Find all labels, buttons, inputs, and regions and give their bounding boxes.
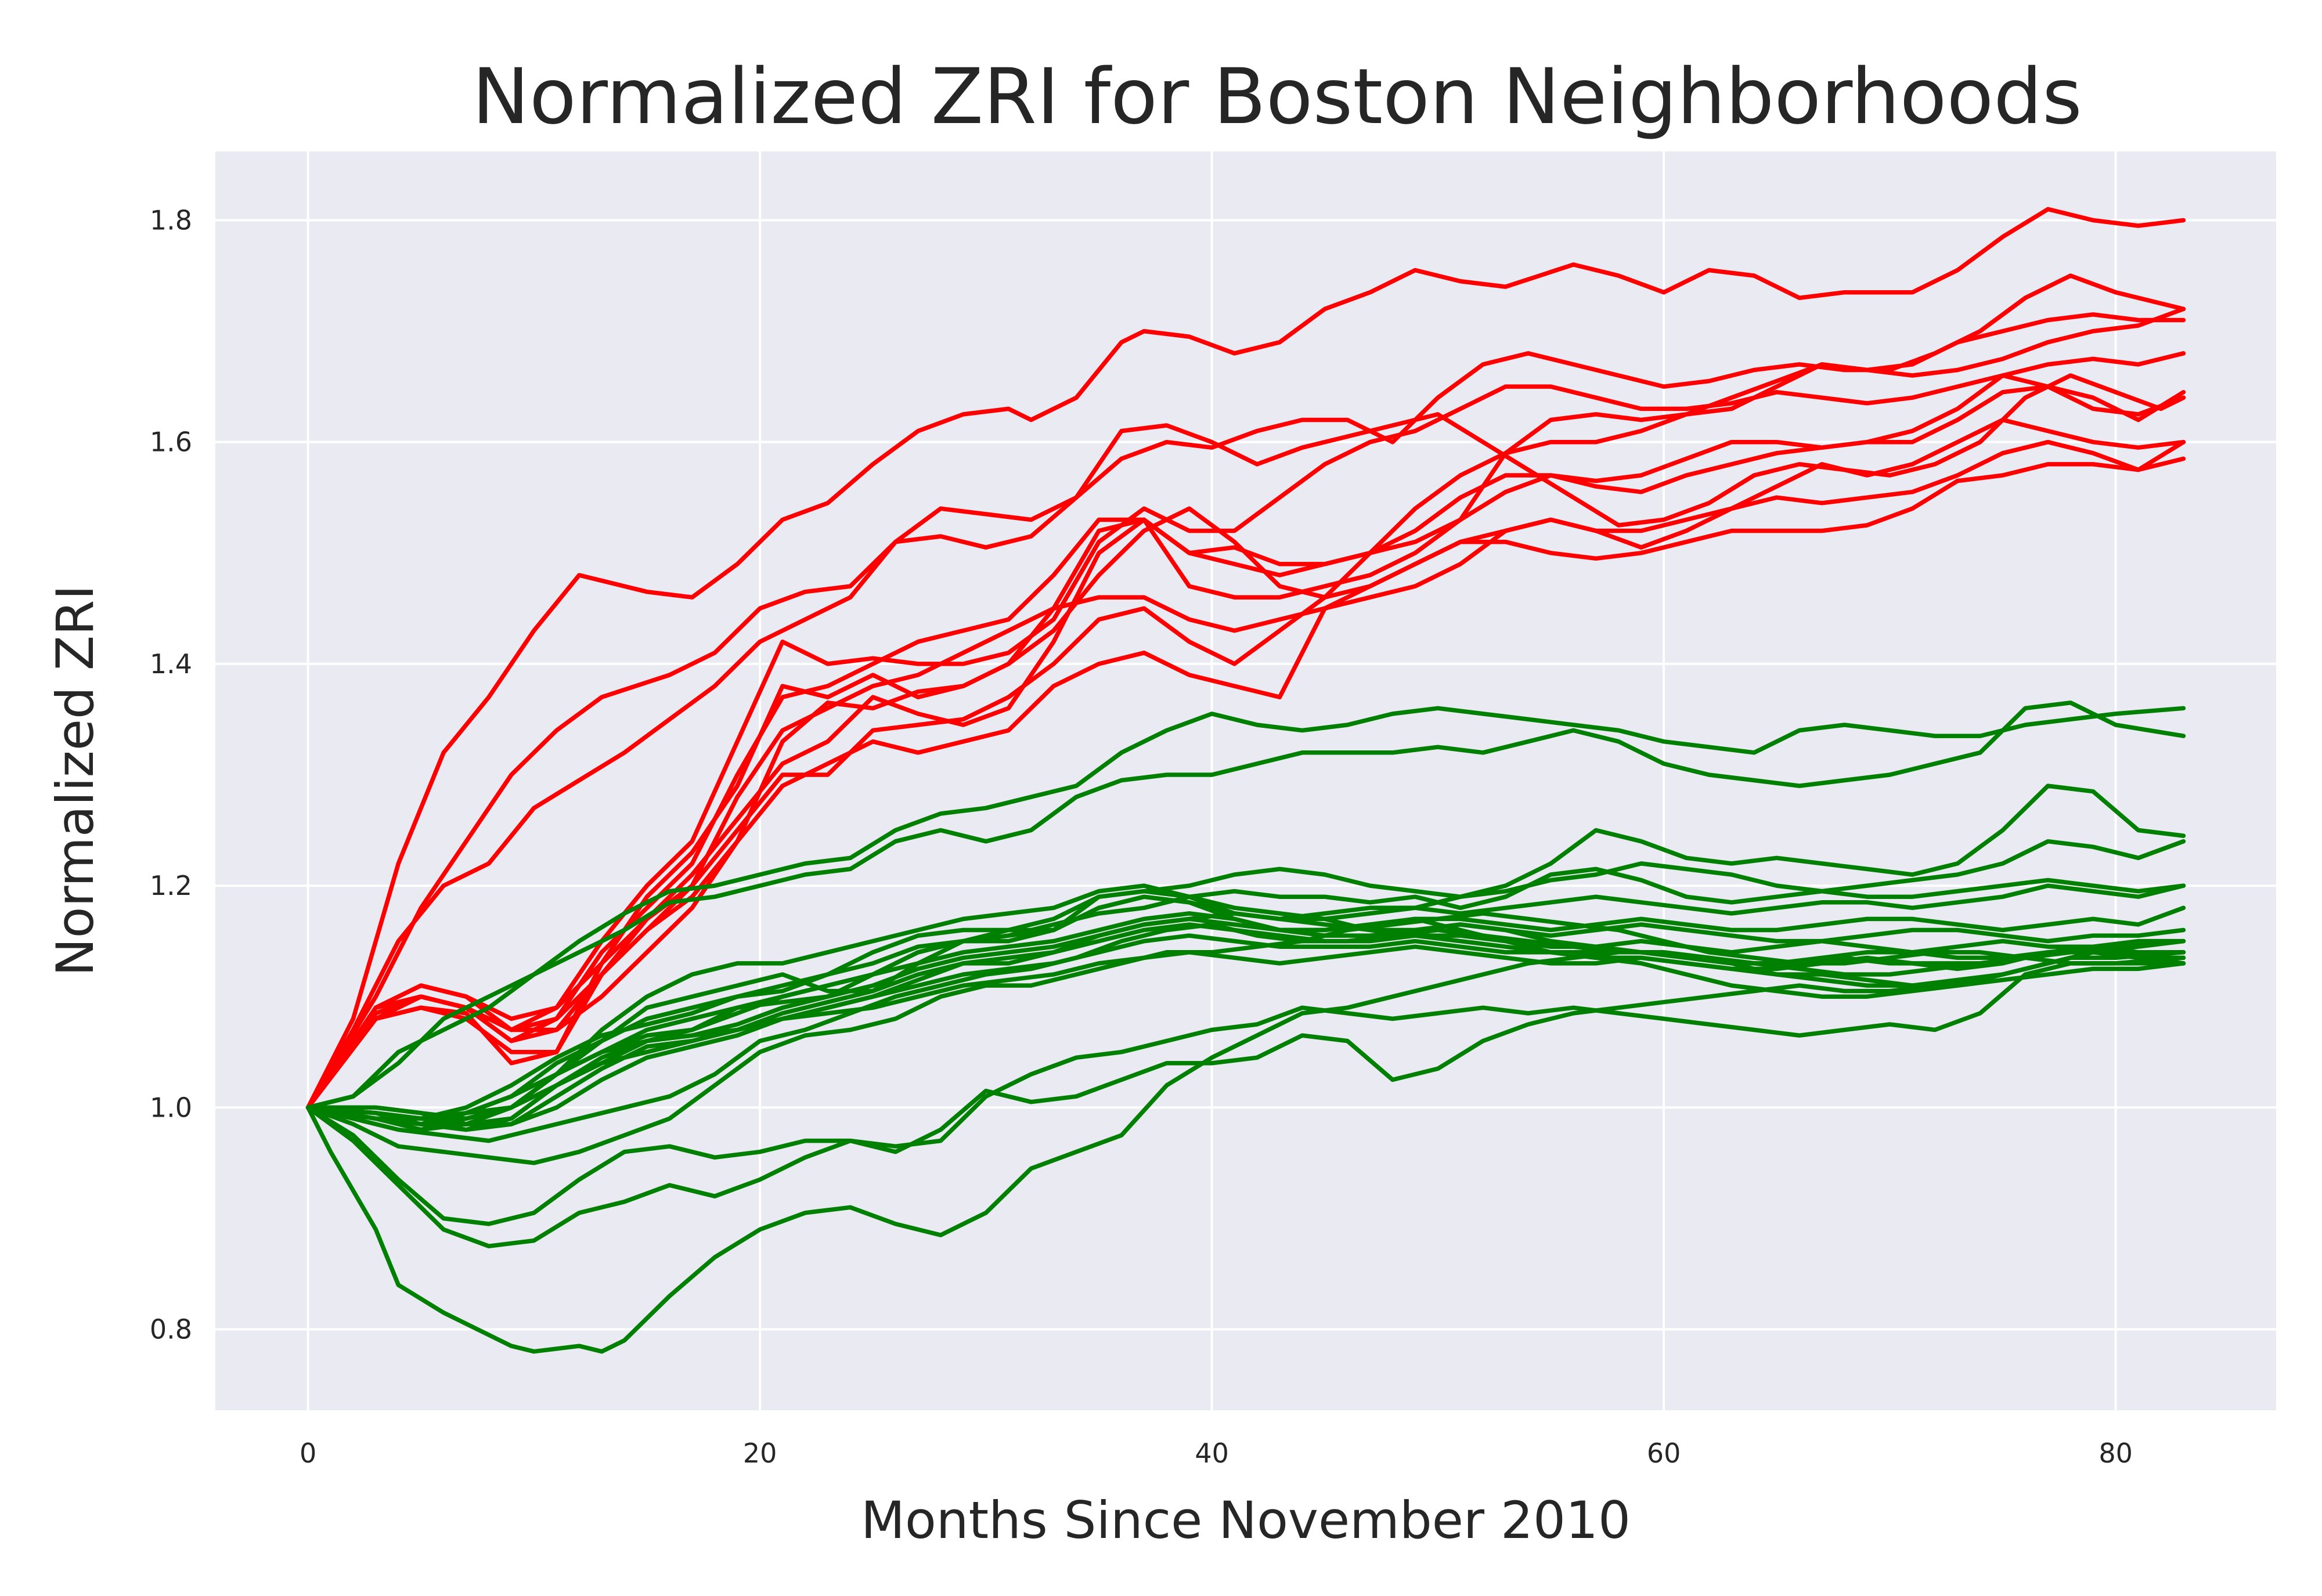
- series-line-16: [305, 861, 2186, 1121]
- y-tick-label: 1.4: [150, 648, 192, 680]
- y-tick-label: 1.6: [150, 427, 192, 458]
- chart-title: Normalized ZRI for Boston Neighborhoods: [472, 52, 2082, 142]
- series-line-15: [305, 839, 2186, 1126]
- x-tick-label: 40: [1195, 1438, 1229, 1469]
- series-group: [305, 207, 2186, 1354]
- x-tick-label: 20: [743, 1438, 777, 1469]
- series-line-10: [305, 351, 2186, 1110]
- x-tick-label: 60: [1647, 1438, 1681, 1469]
- grid: [215, 151, 2276, 1410]
- y-tick-label: 1.2: [150, 870, 192, 901]
- series-line-6: [305, 417, 2186, 1110]
- series-line-11: [305, 373, 2186, 1110]
- series-line-8: [305, 306, 2186, 1110]
- y-tick-label: 1.0: [150, 1092, 192, 1123]
- x-axis-label: Months Since November 2010: [861, 1490, 1631, 1550]
- series-line-25: [305, 911, 2186, 1132]
- tick-labels: 0 20 40 60 80 0.8 1.0 1.2 1.4 1.6 1.8: [150, 204, 2133, 1469]
- series-line-12: [305, 706, 2186, 1110]
- series-line-23: [305, 889, 2186, 1132]
- series-line-24: [305, 894, 2186, 1126]
- series-line-27: [305, 911, 2186, 1165]
- series-line-21: [305, 933, 2186, 1132]
- y-tick-label: 0.8: [150, 1313, 192, 1345]
- x-tick-label: 80: [2099, 1438, 2133, 1469]
- series-line-30: [305, 950, 2186, 1354]
- y-axis-label: Normalized ZRI: [45, 585, 105, 976]
- x-tick-label: 0: [300, 1438, 316, 1469]
- y-tick-label: 1.8: [150, 204, 192, 236]
- series-line-1: [305, 207, 2186, 1110]
- series-line-26: [305, 922, 2186, 1143]
- series-line-3: [305, 373, 2186, 1110]
- series-line-20: [305, 922, 2186, 1126]
- series-line-9: [305, 439, 2186, 1110]
- series-line-29: [305, 950, 2186, 1248]
- series-line-13: [305, 700, 2186, 1110]
- plot-area: [215, 151, 2276, 1410]
- series-line-28: [305, 955, 2186, 1226]
